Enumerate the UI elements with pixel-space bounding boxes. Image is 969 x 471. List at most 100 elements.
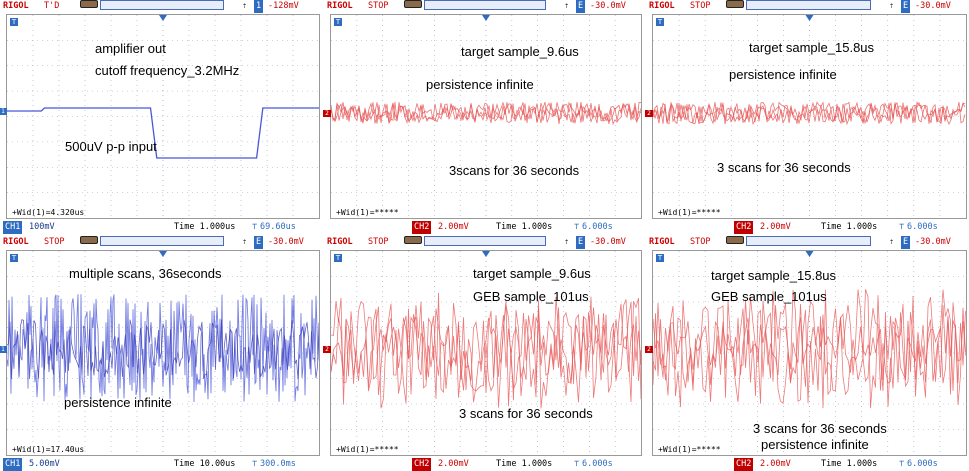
bottom-bar: CH2 2.00mV Time 1.000s ⊤ 6.000s bbox=[646, 221, 969, 234]
status-bar: RIGOL STOP ⇡ E -30.0mV bbox=[0, 236, 322, 249]
rising-edge-icon: ⇡ bbox=[242, 1, 248, 11]
channel-scale: 5.00mV bbox=[29, 459, 60, 469]
annotation-text: GEB sample_101us bbox=[711, 289, 827, 304]
channel-scale: 100mV bbox=[29, 222, 55, 232]
status-bar: RIGOL STOP ⇡ E -30.0mV bbox=[324, 236, 644, 249]
run-state: STOP bbox=[368, 237, 389, 247]
trigger-source: E bbox=[576, 236, 586, 249]
timebase-readout: Time 10.00us bbox=[174, 459, 236, 469]
annotation-text: 3 scans for 36 seconds bbox=[717, 160, 851, 175]
run-state: STOP bbox=[690, 1, 711, 11]
waveform-trace bbox=[331, 101, 641, 126]
measurement-readout: +Wid(1)=***** bbox=[336, 208, 399, 217]
annotation-text: 3 scans for 36 seconds bbox=[459, 406, 593, 421]
battery-icon bbox=[726, 0, 744, 8]
channel-label[interactable]: CH2 bbox=[734, 221, 754, 234]
annotation-text: amplifier out bbox=[95, 41, 166, 56]
channel-scale: 2.00mV bbox=[438, 459, 469, 469]
annotation-text: target sample_9.6us bbox=[461, 44, 579, 59]
annotation-text: target sample_15.8us bbox=[749, 40, 875, 55]
channel-marker[interactable]: 2 bbox=[323, 110, 331, 117]
rising-edge-icon: ⇡ bbox=[242, 237, 248, 247]
battery-icon bbox=[726, 236, 744, 244]
trigger-position-marker bbox=[159, 15, 167, 21]
bottom-bar: CH2 2.00mV Time 1.000s ⊤ 6.000s bbox=[324, 458, 644, 471]
trigger-t-icon: T bbox=[334, 254, 342, 262]
trigger-level: -30.0mV bbox=[590, 237, 626, 247]
waveform-trace bbox=[7, 294, 319, 403]
trigger-source: E bbox=[901, 236, 911, 249]
timebase-readout: Time 1.000us bbox=[174, 222, 236, 232]
delay-icon: ⊤ bbox=[252, 459, 258, 469]
waveform-svg bbox=[7, 15, 319, 218]
channel-marker[interactable]: 1 bbox=[0, 346, 7, 353]
channel-label[interactable]: CH1 bbox=[3, 221, 23, 234]
trigger-position-marker bbox=[482, 251, 490, 257]
trigger-source: 1 bbox=[254, 0, 264, 13]
annotation-text: cutoff frequency_3.2MHz bbox=[95, 63, 240, 78]
trigger-level: -30.0mV bbox=[915, 237, 951, 247]
rising-edge-icon: ⇡ bbox=[564, 1, 570, 11]
bottom-bar: CH2 2.00mV Time 1.000s ⊤ 6.000s bbox=[646, 458, 969, 471]
trigger-source: E bbox=[576, 0, 586, 13]
channel-marker[interactable]: 2 bbox=[323, 346, 331, 353]
channel-label[interactable]: CH2 bbox=[734, 458, 754, 471]
delay-icon: ⊤ bbox=[899, 222, 905, 232]
trigger-t-icon: T bbox=[656, 254, 664, 262]
annotation-text: 500uV p-p input bbox=[65, 139, 157, 154]
bottom-bar: CH1 5.00mV Time 10.00us ⊤ 300.0ms bbox=[0, 458, 322, 471]
channel-label[interactable]: CH1 bbox=[3, 458, 23, 471]
waveform-svg bbox=[7, 251, 319, 455]
trigger-position-marker bbox=[805, 15, 814, 21]
measurement-readout: +Wid(1)=***** bbox=[336, 445, 399, 454]
waveform-trace bbox=[653, 101, 966, 126]
waveform-svg bbox=[331, 15, 641, 218]
channel-label[interactable]: CH2 bbox=[412, 458, 432, 471]
trigger-level: -30.0mV bbox=[590, 1, 626, 11]
status-bar: RIGOL STOP ⇡ E -30.0mV bbox=[646, 0, 969, 13]
trigger-delay: 6.000s bbox=[907, 459, 938, 469]
run-state: STOP bbox=[690, 237, 711, 247]
waveform-svg bbox=[331, 251, 641, 455]
trigger-t-icon: T bbox=[10, 254, 18, 262]
battery-icon bbox=[80, 0, 98, 8]
delay-icon: ⊤ bbox=[899, 459, 905, 469]
waveform-trace bbox=[7, 107, 319, 159]
channel-scale: 2.00mV bbox=[760, 222, 791, 232]
annotation-text: 3 scans for 36 seconds bbox=[753, 421, 887, 436]
delay-icon: ⊤ bbox=[574, 222, 580, 232]
annotation-text: persistence infinite bbox=[64, 395, 172, 410]
annotation-text: persistence infinite bbox=[426, 77, 534, 92]
annotation-text: persistence infinite bbox=[729, 67, 837, 82]
brand-label: RIGOL bbox=[649, 1, 675, 11]
measurement-readout: +Wid(1)=17.40us bbox=[12, 445, 85, 454]
annotation-text: target sample_15.8us bbox=[711, 268, 837, 283]
channel-marker[interactable]: 2 bbox=[645, 110, 653, 117]
battery-icon bbox=[404, 0, 422, 8]
timebase-readout: Time 1.000s bbox=[821, 222, 878, 232]
waveform-trace bbox=[653, 312, 966, 384]
timebase-readout: Time 1.000s bbox=[496, 459, 553, 469]
waveform-trace bbox=[7, 319, 319, 380]
channel-label[interactable]: CH2 bbox=[412, 221, 432, 234]
timebase-readout: Time 1.000s bbox=[821, 459, 878, 469]
brand-label: RIGOL bbox=[327, 1, 353, 11]
channel-marker[interactable]: 1 bbox=[0, 108, 7, 115]
channel-marker[interactable]: 2 bbox=[645, 346, 653, 353]
trigger-source: E bbox=[254, 236, 264, 249]
trigger-position-marker bbox=[805, 251, 814, 257]
timebase-overview bbox=[746, 236, 871, 246]
trigger-position-marker bbox=[159, 251, 167, 257]
